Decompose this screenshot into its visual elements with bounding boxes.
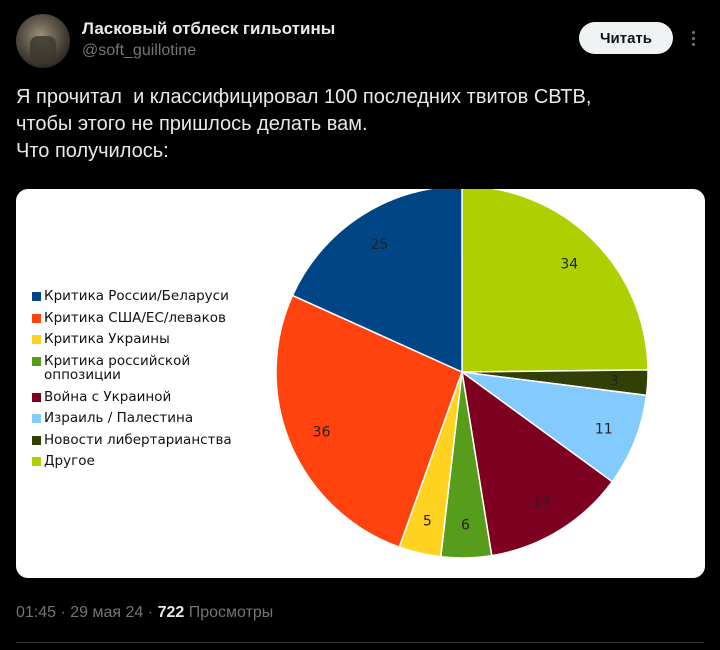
legend-label: Критика США/ЕС/леваков: [44, 309, 226, 326]
tweet-meta: 01:45 · 29 мая 24 · 722 Просмотры: [16, 604, 273, 622]
slice-value-label: 6: [461, 517, 470, 533]
legend-label: Критика России/Беларуси: [44, 288, 229, 304]
more-options-icon[interactable]: [685, 24, 701, 52]
pie-slice: [275, 294, 463, 549]
tweet-line: Я прочитал и классифицировал 100 последн…: [16, 86, 592, 108]
author-handle[interactable]: @soft_guillotine: [82, 42, 197, 59]
pie-slice: [461, 371, 648, 483]
pie-slice: [461, 189, 649, 373]
views-count: 722: [157, 604, 185, 621]
legend-item: Другое: [32, 454, 272, 476]
legend-item: Новости либертарианства: [32, 433, 272, 455]
legend-swatch: [32, 392, 41, 402]
legend-label: Критика Украины: [44, 331, 170, 347]
tweet-media-image[interactable]: 34 3 11 17 6 5 36 25 Критика России/Беларуси Кри…: [16, 189, 705, 578]
legend-swatch: [32, 457, 41, 466]
author-display-name[interactable]: Ласковый отблеск гильотины: [82, 19, 336, 38]
slice-value-label: 36: [313, 425, 331, 441]
divider: [16, 642, 704, 643]
slice-value-label: 34: [560, 257, 578, 273]
views-label: Просмотры: [188, 604, 274, 621]
legend-item: Война с Украиной: [32, 390, 272, 412]
tweet-line: чтобы этого не пришлось делать вам.: [16, 113, 368, 135]
legend-swatch: [32, 313, 41, 323]
tweet-date[interactable]: 29 мая 24: [70, 604, 144, 621]
legend-item: Израиль / Палестина: [32, 411, 272, 433]
meta-separator: ·: [147, 604, 158, 621]
tweet-text: Я прочитал и классифицировал 100 последн…: [16, 84, 706, 165]
avatar[interactable]: [16, 14, 70, 68]
legend-label: Война с Украиной: [44, 388, 172, 405]
legend-label: Критика российской оппозиции: [44, 352, 191, 383]
legend-swatch: [32, 414, 41, 423]
legend-swatch: [32, 335, 41, 344]
legend-label: Израиль / Палестина: [44, 410, 194, 426]
legend-item: Критика российской оппозиции: [32, 354, 272, 390]
slice-value-label: 17: [533, 495, 551, 511]
slice-value-label: 3: [610, 374, 619, 390]
legend-swatch: [32, 292, 41, 301]
slice-value-label: 5: [423, 514, 432, 530]
meta-separator: ·: [60, 604, 71, 621]
legend-item: Критика Украины: [32, 332, 272, 354]
pie-chart: 34 3 11 17 6 5 36 25: [275, 189, 649, 559]
chart-legend: Критика России/Беларуси Критика США/ЕС/ле…: [32, 289, 272, 476]
slice-value-label: 11: [595, 421, 613, 437]
follow-button[interactable]: Читать: [579, 22, 673, 54]
legend-item: Критика России/Беларуси: [32, 289, 272, 311]
legend-swatch: [32, 356, 41, 366]
tweet-line: Что получилось:: [16, 140, 169, 162]
legend-item: Критика США/ЕС/леваков: [32, 311, 272, 333]
legend-label: Новости либертарианства: [44, 431, 232, 448]
tweet-time[interactable]: 01:45: [16, 604, 57, 621]
pie-slice: [460, 370, 614, 557]
legend-swatch: [32, 435, 41, 445]
legend-label: Другое: [44, 453, 95, 469]
slice-value-label: 25: [370, 237, 388, 253]
pie-slice: [291, 189, 463, 374]
